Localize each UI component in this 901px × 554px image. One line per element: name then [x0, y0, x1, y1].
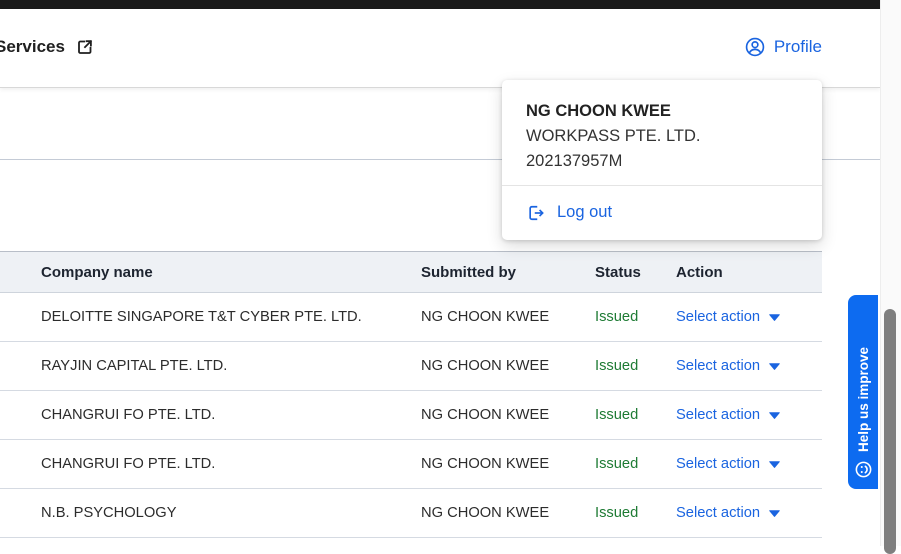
feedback-button[interactable]: Help us improve [848, 295, 878, 489]
caret-down-icon [769, 509, 780, 517]
popover-user-info: NG CHOON KWEE WORKPASS PTE. LTD. 2021379… [502, 80, 822, 174]
company-name: CHANGRUI FO PTE. LTD. [41, 407, 216, 423]
select-action-label: Select action [676, 407, 761, 423]
caret-down-icon [769, 460, 780, 468]
logout-button[interactable]: Log out [526, 185, 612, 240]
table-header-row: Company name Submitted by Status Action [0, 251, 822, 293]
submitted-by: NG CHOON KWEE [421, 358, 550, 374]
table-row: DELOITTE SINGAPORE T&T CYBER PTE. LTD. N… [0, 293, 822, 342]
logout-icon [526, 203, 546, 223]
person-circle-icon [744, 36, 766, 58]
status-badge: Issued [595, 407, 639, 423]
select-action-label: Select action [676, 456, 761, 472]
select-action-label: Select action [676, 309, 761, 325]
masthead-bar [0, 0, 880, 9]
app-header: Services Profile [0, 9, 880, 88]
caret-down-icon [769, 313, 780, 321]
passes-table: Company name Submitted by Status Action … [0, 251, 822, 538]
column-submitted-by: Submitted by [421, 263, 517, 281]
status-badge: Issued [595, 505, 639, 521]
select-action-label: Select action [676, 358, 761, 374]
submitted-by: NG CHOON KWEE [421, 505, 550, 521]
select-action-label: Select action [676, 505, 761, 521]
services-label: Services [0, 37, 65, 56]
company-name: RAYJIN CAPITAL PTE. LTD. [41, 358, 228, 374]
status-badge: Issued [595, 358, 639, 374]
select-action-dropdown[interactable]: Select action [676, 407, 822, 423]
submitted-by: NG CHOON KWEE [421, 456, 550, 472]
select-action-dropdown[interactable]: Select action [676, 309, 822, 325]
external-link-icon [75, 37, 95, 57]
feedback-label: Help us improve [855, 346, 871, 452]
caret-down-icon [769, 362, 780, 370]
user-uen: 202137957M [526, 152, 623, 170]
submitted-by: NG CHOON KWEE [421, 407, 550, 423]
popover-divider [502, 185, 822, 186]
select-action-dropdown[interactable]: Select action [676, 456, 822, 472]
column-status: Status [595, 263, 641, 281]
scrollbar-thumb[interactable] [884, 309, 896, 554]
table-row: RAYJIN CAPITAL PTE. LTD. NG CHOON KWEE I… [0, 342, 822, 391]
table-row: CHANGRUI FO PTE. LTD. NG CHOON KWEE Issu… [0, 440, 822, 489]
company-name: N.B. PSYCHOLOGY [41, 505, 177, 521]
column-company-name: Company name [41, 263, 153, 281]
select-action-dropdown[interactable]: Select action [676, 358, 822, 374]
company-name: CHANGRUI FO PTE. LTD. [41, 456, 216, 472]
table-row: N.B. PSYCHOLOGY NG CHOON KWEE Issued Sel… [0, 489, 822, 538]
feedback-inner: Help us improve [848, 295, 878, 489]
services-link[interactable]: Services [0, 37, 95, 57]
profile-button[interactable]: Profile [744, 36, 822, 58]
user-company: WORKPASS PTE. LTD. [526, 127, 701, 145]
profile-popover: NG CHOON KWEE WORKPASS PTE. LTD. 2021379… [502, 80, 822, 240]
table-row: CHANGRUI FO PTE. LTD. NG CHOON KWEE Issu… [0, 391, 822, 440]
status-badge: Issued [595, 456, 639, 472]
submitted-by: NG CHOON KWEE [421, 309, 550, 325]
logout-label: Log out [557, 203, 613, 221]
column-action: Action [676, 263, 723, 281]
caret-down-icon [769, 411, 780, 419]
status-badge: Issued [595, 309, 639, 325]
company-name: DELOITTE SINGAPORE T&T CYBER PTE. LTD. [41, 309, 362, 325]
section-divider [0, 159, 880, 160]
profile-label: Profile [773, 37, 822, 56]
smiley-icon [854, 460, 873, 479]
user-name: NG CHOON KWEE [526, 102, 671, 120]
select-action-dropdown[interactable]: Select action [676, 505, 822, 521]
